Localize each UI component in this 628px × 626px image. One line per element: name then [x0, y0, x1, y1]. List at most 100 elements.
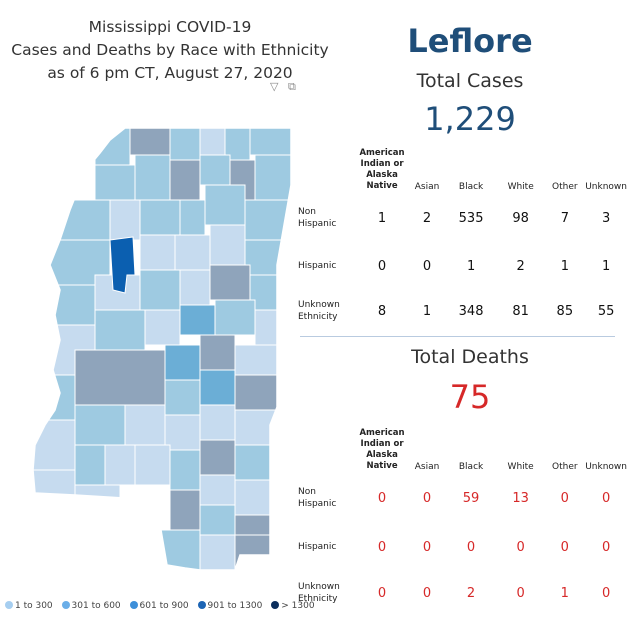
- cell: 55: [597, 303, 615, 319]
- county[interactable]: [139, 269, 181, 311]
- county[interactable]: [204, 184, 246, 226]
- county[interactable]: [179, 199, 206, 236]
- county[interactable]: [134, 444, 171, 486]
- legend-label: 601 to 900: [139, 601, 189, 611]
- table-row: Unknown Ethnicity 8 1 348 81 85 55: [298, 288, 628, 334]
- chart-title: Mississippi COVID-19 Cases and Deaths by…: [0, 16, 340, 85]
- legend-label: 301 to 600: [71, 601, 121, 611]
- table-row: Hispanic 0 0 0 0 0 0: [298, 524, 628, 570]
- legend-dot: [5, 601, 13, 609]
- county[interactable]: [234, 514, 295, 536]
- deaths-table: American Indian or Alaska Native Asian Bla…: [298, 428, 628, 616]
- county[interactable]: [234, 444, 295, 481]
- county[interactable]: [54, 284, 96, 326]
- county[interactable]: [164, 414, 201, 451]
- cell: 0: [422, 539, 432, 555]
- county[interactable]: [234, 374, 295, 411]
- county[interactable]: [144, 309, 181, 346]
- county[interactable]: [30, 469, 76, 501]
- county[interactable]: [199, 369, 236, 406]
- col-black: Black: [458, 182, 484, 192]
- county[interactable]: [134, 154, 171, 201]
- county[interactable]: [234, 344, 295, 376]
- county[interactable]: [244, 239, 295, 276]
- county[interactable]: [94, 309, 146, 351]
- county[interactable]: [169, 449, 201, 491]
- county[interactable]: [199, 154, 231, 186]
- col-american-indian: American Indian or Alaska Native: [359, 428, 405, 471]
- county[interactable]: [249, 274, 295, 311]
- legend-label: 1 to 300: [15, 601, 53, 611]
- county[interactable]: [54, 199, 111, 241]
- county[interactable]: [214, 299, 256, 336]
- cases-table: American Indian or Alaska Native Asian Bla…: [298, 148, 628, 334]
- row-label: Non Hispanic: [298, 207, 337, 229]
- cell: 13: [512, 490, 529, 506]
- cell: 2: [422, 210, 432, 226]
- cell: 81: [512, 303, 529, 319]
- county[interactable]: [199, 404, 236, 441]
- focus-mode-icon[interactable]: ⧉: [287, 80, 296, 93]
- legend-label: > 1300: [281, 601, 315, 611]
- county[interactable]: [169, 159, 201, 201]
- cell: 0: [377, 490, 387, 506]
- county[interactable]: [199, 334, 236, 371]
- county[interactable]: [199, 474, 236, 506]
- county[interactable]: [169, 489, 201, 531]
- total-cases-value: 1,229: [424, 100, 516, 138]
- legend-dot: [197, 601, 206, 609]
- total-deaths-title: Total Deaths: [411, 346, 529, 368]
- county[interactable]: [199, 504, 236, 536]
- col-unknown: Unknown: [585, 182, 627, 192]
- county[interactable]: [94, 164, 136, 201]
- county[interactable]: [169, 125, 201, 161]
- filter-icon[interactable]: ▽: [270, 80, 279, 93]
- county[interactable]: [209, 224, 246, 266]
- county[interactable]: [104, 444, 136, 486]
- county[interactable]: [129, 125, 171, 156]
- title-line-3: as of 6 pm CT, August 27, 2020: [47, 64, 293, 82]
- county[interactable]: [199, 125, 226, 156]
- county[interactable]: [164, 379, 201, 416]
- cell: 2: [466, 585, 476, 601]
- county[interactable]: [139, 199, 181, 236]
- county[interactable]: [199, 439, 236, 476]
- total-deaths-value: 75: [449, 378, 491, 416]
- county[interactable]: [34, 374, 76, 421]
- col-white: White: [507, 462, 534, 472]
- cell: 3: [601, 210, 611, 226]
- col-other: Other: [552, 462, 578, 472]
- col-other: Other: [552, 182, 578, 192]
- county[interactable]: [234, 409, 295, 446]
- mississippi-county-map[interactable]: [15, 125, 300, 595]
- county[interactable]: [74, 349, 166, 406]
- county[interactable]: [74, 444, 106, 486]
- county[interactable]: [249, 125, 295, 156]
- county-leflore[interactable]: [109, 236, 136, 294]
- cell: 0: [516, 539, 525, 555]
- county[interactable]: [30, 419, 76, 471]
- county[interactable]: [199, 534, 236, 575]
- cell: 0: [601, 539, 611, 555]
- county[interactable]: [254, 309, 295, 346]
- county[interactable]: [179, 304, 216, 336]
- county[interactable]: [109, 199, 141, 241]
- county[interactable]: [164, 344, 201, 381]
- county[interactable]: [209, 264, 251, 301]
- col-white: White: [507, 182, 534, 192]
- col-american-indian: American Indian or Alaska Native: [359, 148, 405, 191]
- county[interactable]: [179, 269, 211, 306]
- county[interactable]: [139, 234, 176, 271]
- row-label: Hispanic: [298, 261, 337, 271]
- county[interactable]: [124, 404, 166, 446]
- section-divider: [300, 336, 615, 337]
- legend-item: 1 to 300: [5, 601, 53, 611]
- county[interactable]: [234, 479, 295, 516]
- row-label: Unknown Ethnicity: [298, 300, 340, 322]
- county[interactable]: [94, 125, 131, 166]
- col-asian: Asian: [414, 462, 440, 472]
- cell: 0: [377, 585, 387, 601]
- cell: 0: [560, 490, 569, 506]
- county[interactable]: [74, 404, 126, 446]
- county[interactable]: [174, 234, 211, 271]
